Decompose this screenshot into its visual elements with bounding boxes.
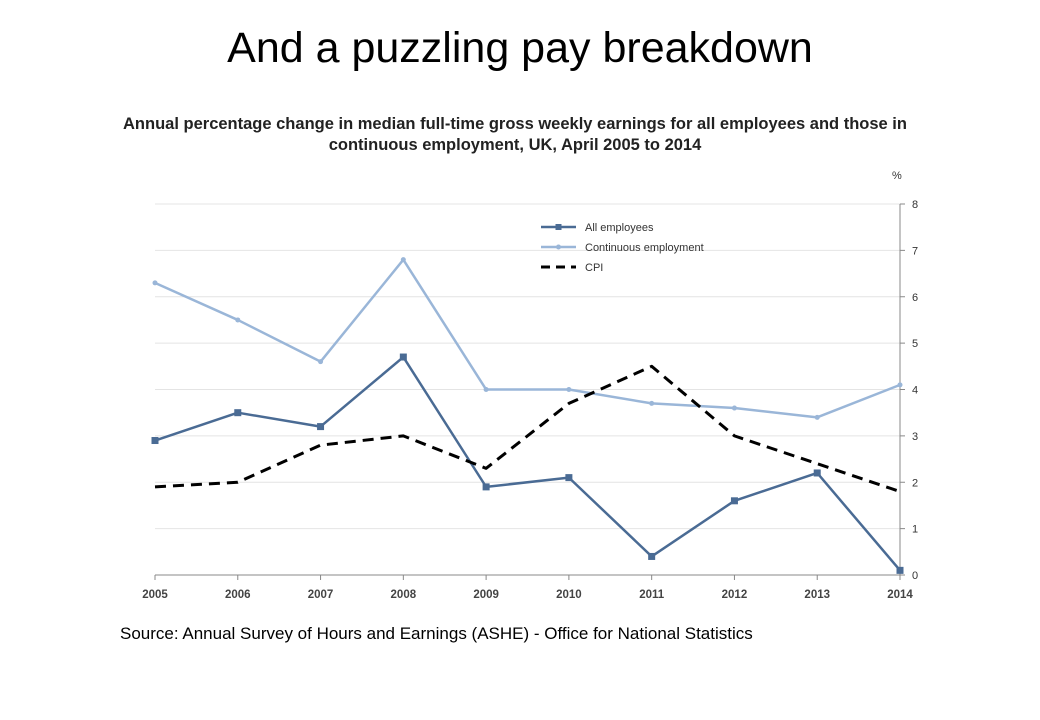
data-point xyxy=(399,353,407,361)
slide-title: And a puzzling pay breakdown xyxy=(227,24,813,72)
data-point xyxy=(483,387,489,392)
x-tick-label: 2009 xyxy=(473,589,499,601)
data-point xyxy=(234,409,242,417)
data-point xyxy=(482,483,490,491)
series-line xyxy=(154,355,901,572)
series-line xyxy=(154,258,901,419)
y-tick-label: 2 xyxy=(912,477,918,489)
legend: All employees Continuous employment CPI xyxy=(541,222,704,274)
y-tick-label: 8 xyxy=(912,199,918,211)
data-point xyxy=(896,566,904,574)
x-tick-label: 2013 xyxy=(804,589,830,601)
data-point xyxy=(731,405,737,411)
series-line xyxy=(154,364,901,493)
data-point xyxy=(814,414,820,420)
data-point xyxy=(235,317,241,323)
y-tick-label: 6 xyxy=(912,292,918,304)
data-point xyxy=(400,257,406,263)
legend-label: CPI xyxy=(585,262,603,274)
legend-label: Continuous employment xyxy=(585,242,704,254)
data-point xyxy=(318,359,324,365)
legend-marker xyxy=(556,244,561,250)
chart-title: Annual percentage change in median full-… xyxy=(123,115,907,154)
y-axis-label: % xyxy=(892,170,902,182)
data-point xyxy=(151,437,159,445)
source-note: Source: Annual Survey of Hours and Earni… xyxy=(120,624,753,643)
data-point xyxy=(649,400,655,406)
y-tick-label: 1 xyxy=(912,524,918,536)
x-tick-label: 2011 xyxy=(639,589,665,601)
axes: 0 1 2 3 4 5 6 7 8% 2005 2006 2007 2008 2009 2010 2011 20… xyxy=(142,170,918,601)
data-point xyxy=(152,280,158,286)
series-lines xyxy=(151,257,904,574)
data-point xyxy=(565,474,573,482)
data-point xyxy=(317,423,325,431)
y-tick-label: 0 xyxy=(912,570,918,582)
x-tick-label: 2014 xyxy=(887,589,913,601)
data-point xyxy=(648,552,656,560)
x-tick-label: 2007 xyxy=(308,589,334,601)
x-tick-label: 2006 xyxy=(225,589,251,601)
data-point xyxy=(730,497,738,505)
legend-label: All employees xyxy=(585,222,654,234)
y-tick-label: 4 xyxy=(912,385,918,397)
y-tick-label: 7 xyxy=(912,245,918,257)
x-tick-label: 2005 xyxy=(142,589,168,601)
x-tick-label: 2010 xyxy=(556,589,582,601)
y-tick-label: 5 xyxy=(912,338,918,350)
data-point xyxy=(566,387,572,392)
x-tick-label: 2008 xyxy=(391,589,417,601)
data-point xyxy=(897,382,903,388)
gridlines xyxy=(155,203,900,530)
data-point xyxy=(813,469,821,477)
legend-marker xyxy=(555,224,562,230)
y-tick-label: 3 xyxy=(912,431,918,443)
x-tick-label: 2012 xyxy=(722,589,748,601)
